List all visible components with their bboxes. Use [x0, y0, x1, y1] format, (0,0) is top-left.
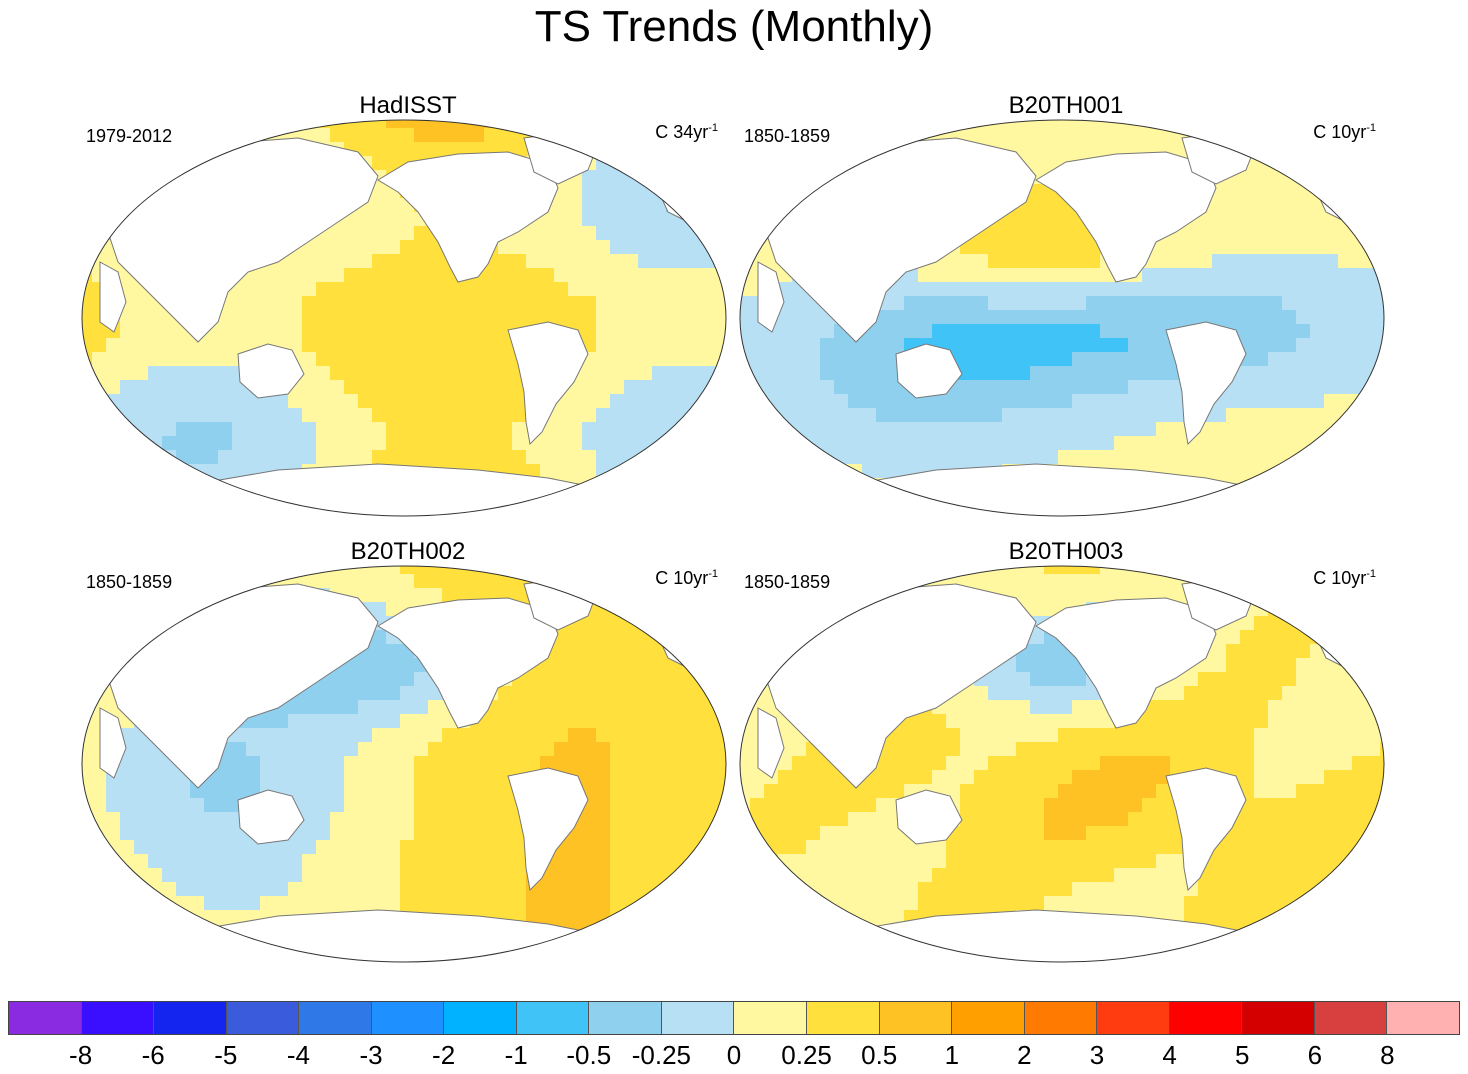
map-outline [81, 119, 727, 517]
land-mass [765, 583, 1037, 789]
panel-period: 1850-1859 [86, 572, 173, 592]
land-mass [206, 909, 600, 962]
colorbar [8, 1001, 1460, 1035]
colorbar-tick-label: -5 [214, 1040, 238, 1070]
colorbar-tick-label: -0.5 [566, 1040, 612, 1070]
colorbar-tick-label: -0.25 [631, 1040, 692, 1070]
colorbar-tick-label: 0 [726, 1040, 742, 1070]
colorbar-swatch [1169, 1002, 1243, 1034]
map-canvas [739, 119, 1385, 517]
map-outline [739, 565, 1385, 963]
colorbar-swatch [1242, 1002, 1315, 1034]
land-mass [765, 137, 1037, 343]
colorbar-tick-label: -1 [504, 1040, 528, 1070]
panel-period: 1979-2012 [86, 126, 173, 146]
colorbar-swatch [444, 1002, 517, 1034]
land-mass [895, 343, 963, 399]
figure-title: TS Trends (Monthly) [534, 2, 934, 51]
land-mass [757, 707, 785, 779]
colorbar-tick-label: 0.5 [861, 1040, 898, 1070]
panel-title: B20TH001 [1008, 92, 1124, 119]
land-mass [864, 909, 1258, 962]
land-mass [1165, 767, 1247, 892]
map-panel-b20th001: B20TH001 1850-1859 C 10yr-1 [736, 92, 1396, 532]
land-mass [1035, 597, 1217, 729]
colorbar-swatch [299, 1002, 372, 1034]
trend-field [82, 566, 726, 962]
land-mass [757, 261, 785, 333]
colorbar-tick-label: 5 [1234, 1040, 1250, 1070]
colorbar-tick-label: 0.25 [781, 1040, 832, 1070]
map-outline [739, 119, 1385, 517]
land-mass [99, 261, 127, 333]
colorbar-swatch [807, 1002, 880, 1034]
colorbar-swatch [734, 1002, 808, 1034]
colorbar-swatch [226, 1002, 300, 1034]
colorbar-swatch [589, 1002, 662, 1034]
colorbar-tick-label: 4 [1162, 1040, 1177, 1070]
panel-units: C 34yr-1 [655, 122, 718, 142]
colorbar-swatch [1314, 1002, 1388, 1034]
land-mass [895, 789, 963, 845]
colorbar-tick-label: -6 [141, 1040, 165, 1070]
land-mass [507, 321, 589, 446]
panel-title: HadISST [359, 92, 457, 119]
map-canvas [739, 565, 1385, 963]
map-outline [81, 565, 727, 963]
panel-period: 1850-1859 [744, 126, 831, 146]
land-mass [99, 707, 127, 779]
land-mass [864, 463, 1258, 516]
panel-units: C 10yr-1 [1313, 122, 1376, 142]
panel-title: B20TH002 [350, 538, 466, 565]
land-mass [107, 137, 379, 343]
colorbar-tick-label: 3 [1089, 1040, 1105, 1070]
trend-field [82, 120, 726, 516]
colorbar-tick-label: 8 [1380, 1040, 1395, 1070]
land-mass [1035, 151, 1217, 283]
colorbar-swatch [1387, 1002, 1459, 1034]
map-panel-hadisst: HadISST 1979-2012 C 34yr-1 [78, 92, 738, 532]
land-mass [107, 583, 379, 789]
trend-field [740, 566, 1384, 962]
colorbar-swatch [661, 1002, 735, 1034]
colorbar-tick-label: -4 [286, 1040, 310, 1070]
land-mass [507, 767, 589, 892]
panel-units: C 10yr-1 [655, 568, 718, 588]
colorbar-swatch [879, 1002, 953, 1034]
land-mass [237, 343, 305, 399]
colorbar-tick-label: 6 [1307, 1040, 1323, 1070]
colorbar-tick-label: -2 [432, 1040, 456, 1070]
panel-period: 1850-1859 [744, 572, 831, 592]
land-mass [377, 597, 559, 729]
colorbar-swatch [81, 1002, 155, 1034]
land-mass [206, 463, 600, 516]
map-canvas [81, 119, 727, 517]
colorbar-swatch [1024, 1002, 1098, 1034]
colorbar-swatch [9, 1002, 82, 1034]
colorbar-swatch [516, 1002, 590, 1034]
land-mass [237, 789, 305, 845]
trend-field [740, 120, 1384, 516]
colorbar-swatch [952, 1002, 1025, 1034]
land-mass [377, 151, 559, 283]
map-canvas [81, 565, 727, 963]
colorbar-swatch [154, 1002, 227, 1034]
map-panel-b20th002: B20TH002 1850-1859 C 10yr-1 [78, 538, 738, 978]
map-panel-b20th003: B20TH003 1850-1859 C 10yr-1 [736, 538, 1396, 978]
panel-units: C 10yr-1 [1313, 568, 1376, 588]
colorbar-tick-label: 1 [944, 1040, 960, 1070]
panel-title: B20TH003 [1008, 538, 1124, 565]
colorbar-swatch [1097, 1002, 1170, 1034]
colorbar-swatch [371, 1002, 445, 1034]
colorbar-tick-label: -3 [359, 1040, 383, 1070]
colorbar-tick-label: -8 [69, 1040, 93, 1070]
land-mass [1165, 321, 1247, 446]
colorbar-tick-label: 2 [1017, 1040, 1032, 1070]
